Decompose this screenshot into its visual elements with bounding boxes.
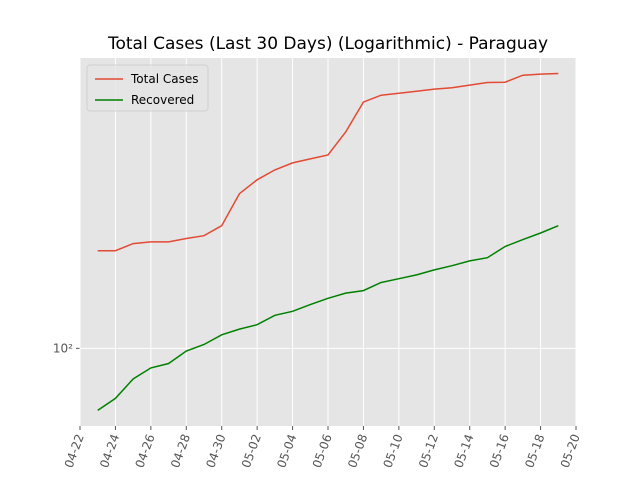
x-tick-label: 05-10: [381, 432, 406, 470]
legend-label: Total Cases: [130, 72, 198, 86]
series-line: [97, 72, 559, 252]
x-tick-label: 05-08: [345, 432, 370, 470]
x-tick-label: 04-30: [203, 432, 228, 470]
x-tick-label: 04-22: [62, 432, 87, 470]
y-tick-label: 10²: [53, 341, 73, 355]
x-tick-label: 05-02: [239, 432, 264, 470]
x-tick-label: 05-16: [487, 432, 512, 470]
series-line: [97, 225, 559, 412]
legend-label: Recovered: [131, 93, 194, 107]
x-tick-label: 04-24: [97, 432, 122, 470]
x-tick-label: 05-20: [558, 432, 583, 470]
x-tick-label: 05-06: [310, 432, 335, 470]
x-tick-label: 05-04: [274, 432, 299, 470]
chart-title: Total Cases (Last 30 Days) (Logarithmic)…: [107, 34, 548, 54]
x-tick-label: 05-18: [522, 432, 547, 470]
x-tick-label: 04-28: [168, 432, 193, 470]
x-tick-label: 05-12: [416, 432, 441, 470]
x-tick-label: 05-14: [451, 432, 476, 470]
x-tick-label: 04-26: [133, 432, 158, 470]
